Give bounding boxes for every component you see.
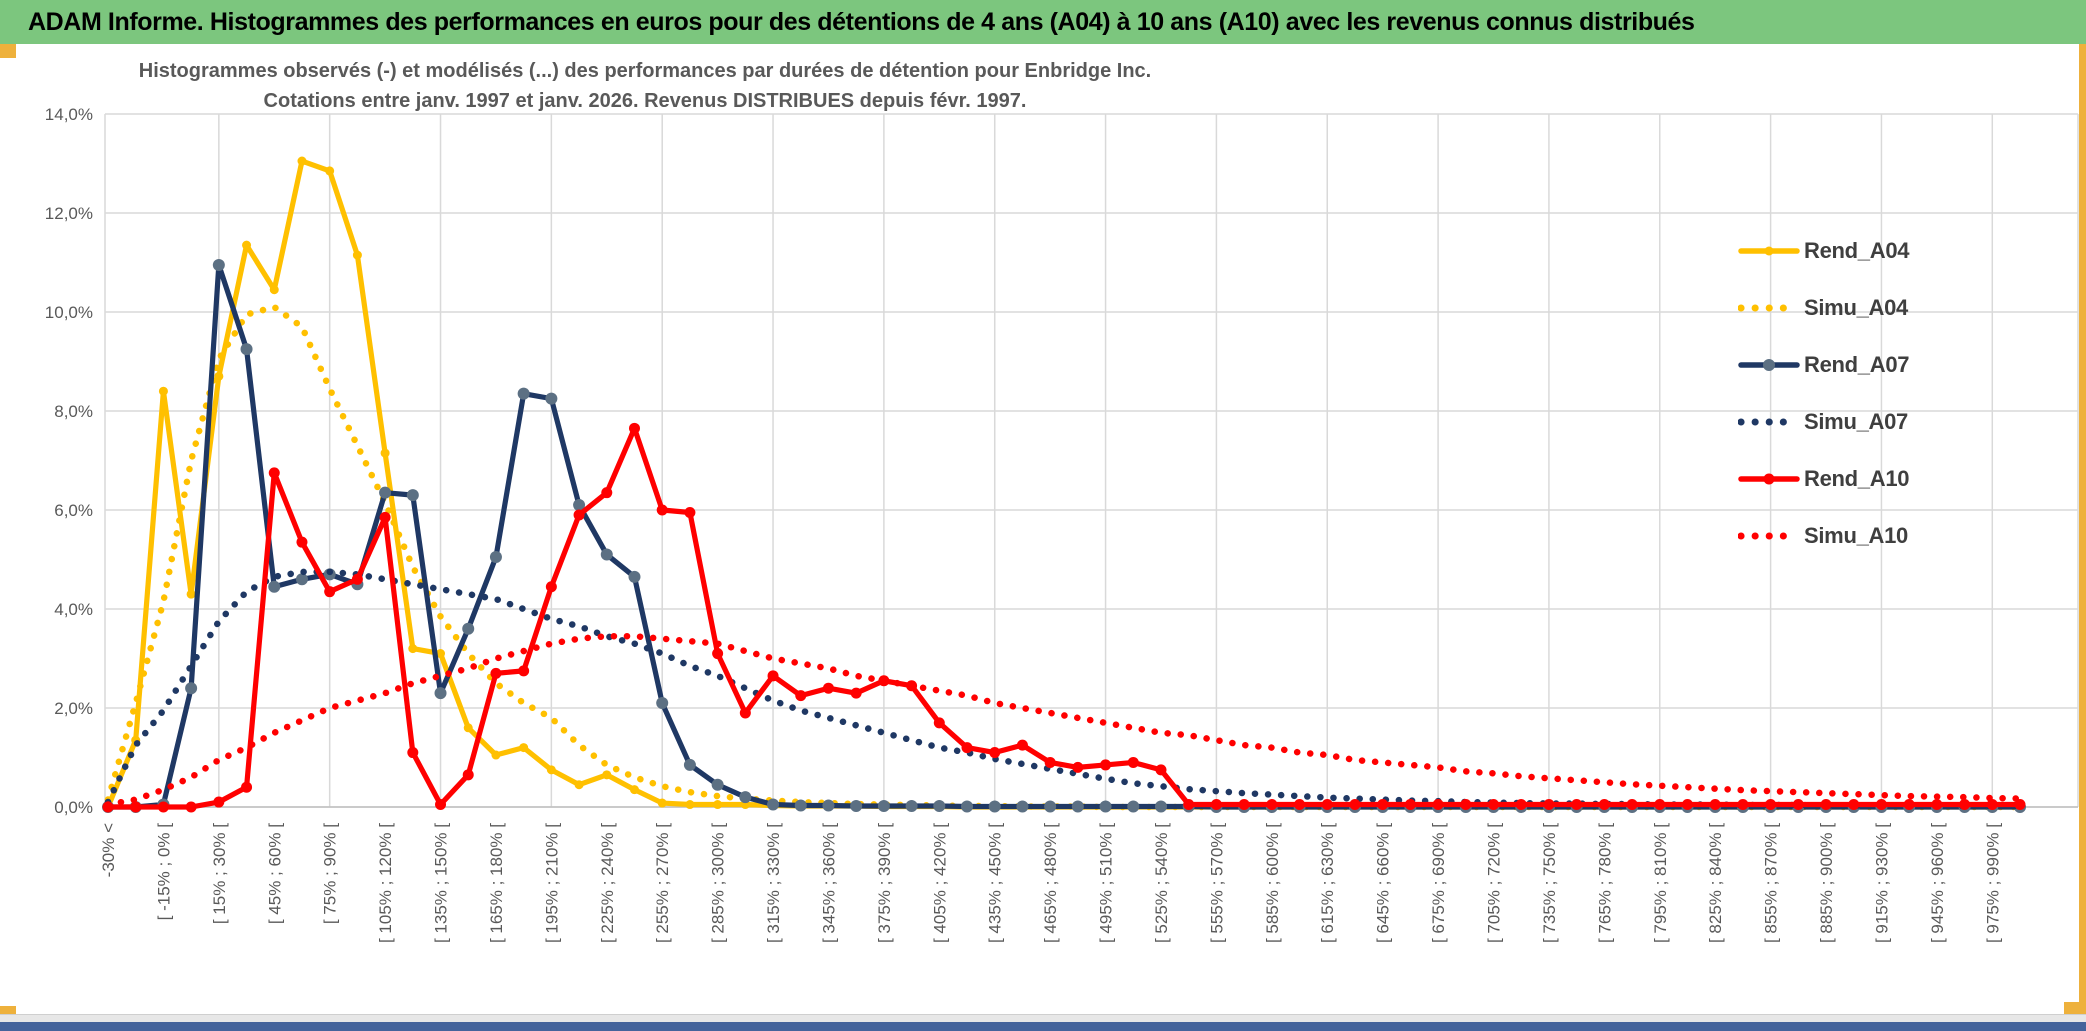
svg-text:[ 855% ; 870% [: [ 855% ; 870% [ [1762, 823, 1781, 943]
svg-text:[ 165% ; 180% [: [ 165% ; 180% [ [487, 823, 506, 943]
accent-right-strip [2079, 44, 2086, 1031]
svg-text:[ 435% ; 450% [: [ 435% ; 450% [ [986, 823, 1005, 943]
legend-sample-rend-a10-icon [1738, 473, 1800, 484]
svg-text:[ 375% ; 390% [: [ 375% ; 390% [ [875, 823, 894, 943]
legend-label: Simu_A04 [1804, 294, 1908, 320]
svg-text:[ 825% ; 840% [: [ 825% ; 840% [ [1706, 823, 1725, 943]
plot-svg: 0,0% 2,0% 4,0% 6,0% 8,0% 10,0% 12,0% 14,0% -30% … [45, 105, 2079, 943]
svg-text:[ 225% ; 240% [: [ 225% ; 240% [ [598, 823, 617, 943]
legend-label: Rend_A10 [1804, 465, 1910, 491]
legend-label: Rend_A07 [1804, 351, 1910, 377]
svg-text:[ 255% ; 270% [: [ 255% ; 270% [ [653, 823, 672, 943]
svg-text:[ 975% ; 990% [: [ 975% ; 990% [ [1983, 823, 2002, 943]
legend-label: Simu_A07 [1804, 408, 1908, 434]
svg-text:[ 615% ; 630% [: [ 615% ; 630% [ [1318, 823, 1337, 943]
svg-text:[ 885% ; 900% [: [ 885% ; 900% [ [1817, 823, 1836, 943]
svg-text:[ -15% ; 0% [: [ -15% ; 0% [ [154, 823, 173, 921]
chart-legend: Rend_A04 Simu_A04 Rend_A07 Simu_A07 Rend… [1738, 222, 2068, 564]
svg-text:[ 405% ; 420% [: [ 405% ; 420% [ [930, 823, 949, 943]
svg-text:[ 495% ; 510% [: [ 495% ; 510% [ [1097, 823, 1116, 943]
legend-item-simu-a04[interactable]: Simu_A04 [1738, 279, 2068, 336]
svg-text:-30% <: -30% < [99, 823, 118, 877]
legend-item-rend-a04[interactable]: Rend_A04 [1738, 222, 2068, 279]
chart-title-line1: Histogrammes observés (-) et modélisés (… [138, 60, 1152, 82]
legend-item-rend-a07[interactable]: Rend_A07 [1738, 336, 2068, 393]
svg-text:[ 645% ; 660% [: [ 645% ; 660% [ [1374, 823, 1393, 943]
legend-sample-rend-a07-icon [1738, 358, 1800, 371]
legend-item-simu-a07[interactable]: Simu_A07 [1738, 393, 2068, 450]
svg-text:[ 525% ; 540% [: [ 525% ; 540% [ [1152, 823, 1171, 943]
chart-area[interactable]: Histogrammes observés (-) et modélisés (… [10, 46, 2079, 1012]
page-title: ADAM Informe. Histogrammes des performan… [28, 7, 1695, 36]
svg-text:4,0%: 4,0% [54, 600, 93, 619]
svg-text:[ 45% ; 60% [: [ 45% ; 60% [ [265, 823, 284, 924]
window-edge-strip [0, 1014, 2086, 1023]
svg-text:[ 15% ; 30% [: [ 15% ; 30% [ [210, 823, 229, 924]
svg-text:[ 105% ; 120% [: [ 105% ; 120% [ [376, 823, 395, 943]
svg-text:10,0%: 10,0% [45, 303, 93, 322]
svg-text:[ 135% ; 150% [: [ 135% ; 150% [ [432, 823, 451, 943]
svg-text:[ 915% ; 930% [: [ 915% ; 930% [ [1872, 823, 1891, 943]
svg-text:[ 465% ; 480% [: [ 465% ; 480% [ [1041, 823, 1060, 943]
legend-sample-simu-a07-icon [1738, 418, 1800, 425]
legend-item-simu-a10[interactable]: Simu_A10 [1738, 507, 2068, 564]
svg-text:8,0%: 8,0% [54, 402, 93, 421]
legend-sample-rend-a04-icon [1738, 246, 1800, 255]
svg-text:[ 285% ; 300% [: [ 285% ; 300% [ [709, 823, 728, 943]
svg-text:[ 345% ; 360% [: [ 345% ; 360% [ [819, 823, 838, 943]
svg-text:[ 705% ; 720% [: [ 705% ; 720% [ [1485, 823, 1504, 943]
window-bottom-bar[interactable] [0, 1022, 2086, 1031]
legend-label: Simu_A10 [1804, 522, 1908, 548]
legend-label: Rend_A04 [1804, 237, 1910, 263]
svg-text:[ 735% ; 750% [: [ 735% ; 750% [ [1540, 823, 1559, 943]
svg-text:12,0%: 12,0% [45, 204, 93, 223]
svg-text:0,0%: 0,0% [54, 798, 93, 817]
svg-text:[ 945% ; 960% [: [ 945% ; 960% [ [1928, 823, 1947, 943]
legend-item-rend-a10[interactable]: Rend_A10 [1738, 450, 2068, 507]
svg-text:[ 585% ; 600% [: [ 585% ; 600% [ [1263, 823, 1282, 943]
svg-text:2,0%: 2,0% [54, 699, 93, 718]
legend-sample-simu-a10-icon [1738, 532, 1800, 539]
svg-text:[ 195% ; 210% [: [ 195% ; 210% [ [542, 823, 561, 943]
title-bar: ADAM Informe. Histogrammes des performan… [0, 0, 2086, 44]
legend-sample-simu-a04-icon [1738, 304, 1800, 311]
svg-text:[ 765% ; 780% [: [ 765% ; 780% [ [1595, 823, 1614, 943]
chart-title: Histogrammes observés (-) et modélisés (… [130, 56, 1160, 116]
svg-text:[ 795% ; 810% [: [ 795% ; 810% [ [1651, 823, 1670, 943]
chart-title-line2: Cotations entre janv. 1997 et janv. 2026… [263, 90, 1027, 112]
svg-text:[ 315% ; 330% [: [ 315% ; 330% [ [764, 823, 783, 943]
svg-text:[ 75% ; 90% [: [ 75% ; 90% [ [321, 823, 340, 924]
svg-text:[ 555% ; 570% [: [ 555% ; 570% [ [1207, 823, 1226, 943]
svg-text:[ 675% ; 690% [: [ 675% ; 690% [ [1429, 823, 1448, 943]
accent-top-left [0, 44, 16, 58]
svg-text:6,0%: 6,0% [54, 501, 93, 520]
svg-text:14,0%: 14,0% [45, 105, 93, 124]
